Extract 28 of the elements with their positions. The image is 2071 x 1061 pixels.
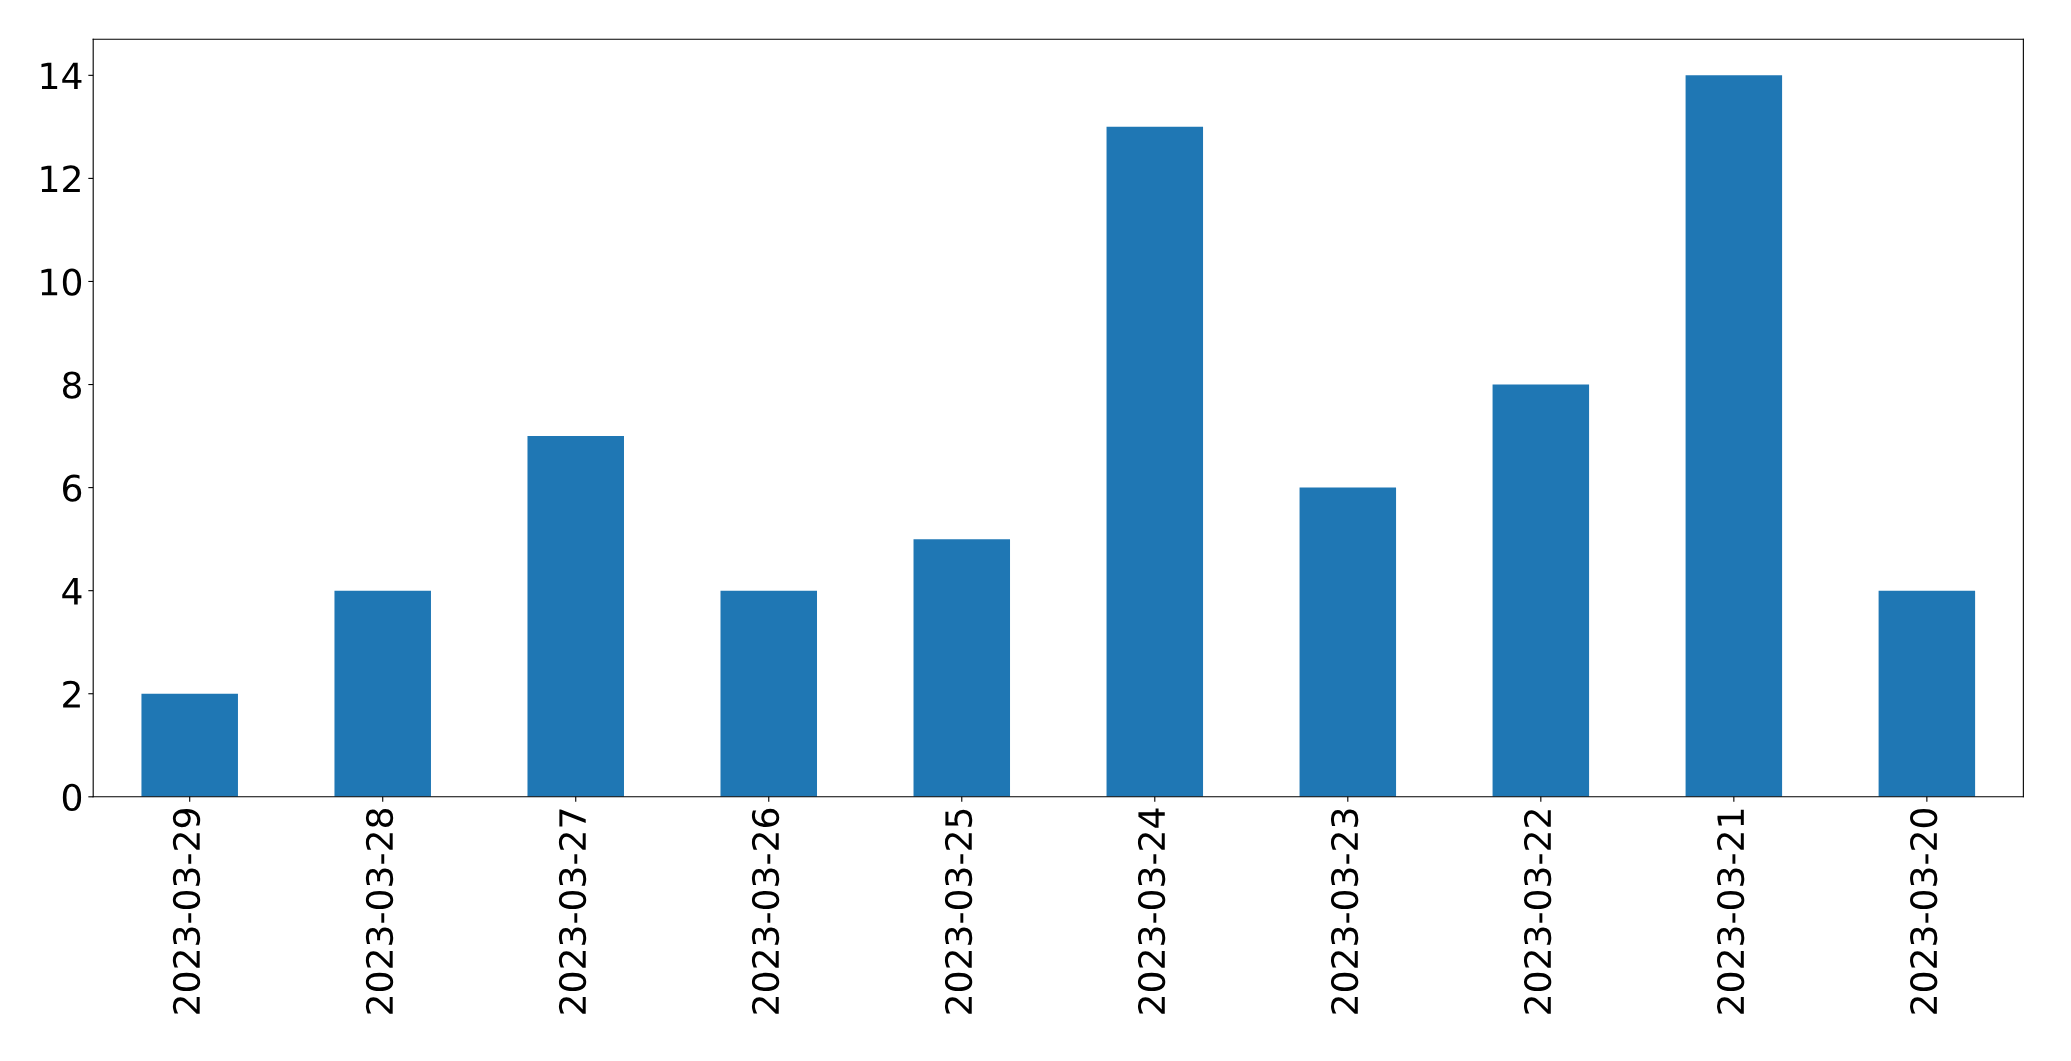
bar [527,436,624,797]
x-tick-label: 2023-03-25 [944,809,973,1014]
bar [1878,590,1976,797]
x-tick-label: 2023-03-21 [1717,809,1745,1014]
y-tick-label: 6 [63,474,82,502]
x-tick-label: 2023-03-29 [172,809,201,1014]
bar [334,590,431,797]
bar [1492,384,1590,797]
y-tick-label: 10 [41,268,82,296]
x-tick-label: 2023-03-24 [1137,808,1166,1014]
y-tick-label: 8 [62,371,81,399]
y-tick-label: 12 [41,165,80,193]
bar [913,539,1011,797]
x-tick-label: 2023-03-20 [1910,808,1938,1014]
y-tick-label: 14 [41,62,82,90]
x-tick-label: 2023-03-27 [558,809,587,1014]
y-tick-label: 4 [62,578,82,605]
x-tick-label: 2023-03-28 [365,809,394,1014]
bar [141,693,238,797]
bar [1685,75,1783,797]
x-tick-label: 2023-03-23 [1330,809,1359,1014]
bar [1299,487,1397,797]
bar [720,590,818,797]
bar [1106,126,1204,797]
y-tick-label: 0 [62,783,82,812]
x-tick-label: 2023-03-26 [751,808,780,1014]
y-tick-label: 2 [63,680,80,708]
x-tick-label: 2023-03-22 [1523,810,1552,1014]
